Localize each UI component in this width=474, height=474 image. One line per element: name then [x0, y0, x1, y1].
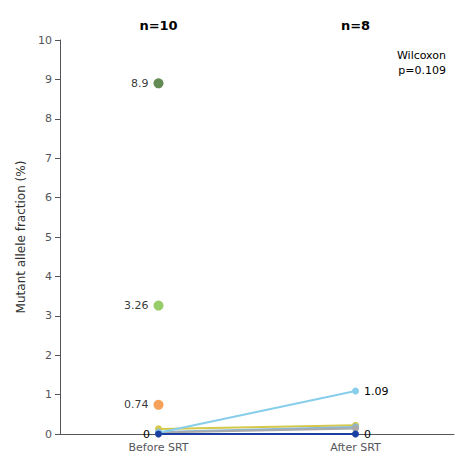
svg-text:0: 0 [143, 428, 150, 441]
svg-text:After SRT: After SRT [330, 441, 381, 454]
svg-text:0: 0 [364, 428, 371, 441]
svg-text:0.74: 0.74 [124, 398, 149, 411]
svg-text:4: 4 [45, 270, 52, 283]
svg-text:8.9: 8.9 [131, 77, 149, 90]
svg-text:1.09: 1.09 [364, 385, 389, 398]
svg-text:0: 0 [45, 428, 52, 441]
svg-text:Before SRT: Before SRT [128, 441, 188, 454]
svg-text:3: 3 [45, 309, 52, 322]
svg-text:Mutant allele fraction (%): Mutant allele fraction (%) [14, 161, 28, 314]
svg-text:Wilcoxon: Wilcoxon [397, 49, 446, 62]
svg-text:1: 1 [45, 388, 52, 401]
svg-text:5: 5 [45, 231, 52, 244]
svg-text:n=8: n=8 [341, 18, 370, 33]
svg-text:8: 8 [45, 112, 52, 125]
svg-text:n=10: n=10 [139, 18, 177, 33]
svg-text:9: 9 [45, 73, 52, 86]
svg-text:3.26: 3.26 [124, 299, 149, 312]
svg-text:7: 7 [45, 152, 52, 165]
svg-text:p=0.109: p=0.109 [398, 64, 446, 77]
svg-text:10: 10 [38, 34, 52, 47]
svg-text:2: 2 [45, 349, 52, 362]
svg-text:6: 6 [45, 191, 52, 204]
